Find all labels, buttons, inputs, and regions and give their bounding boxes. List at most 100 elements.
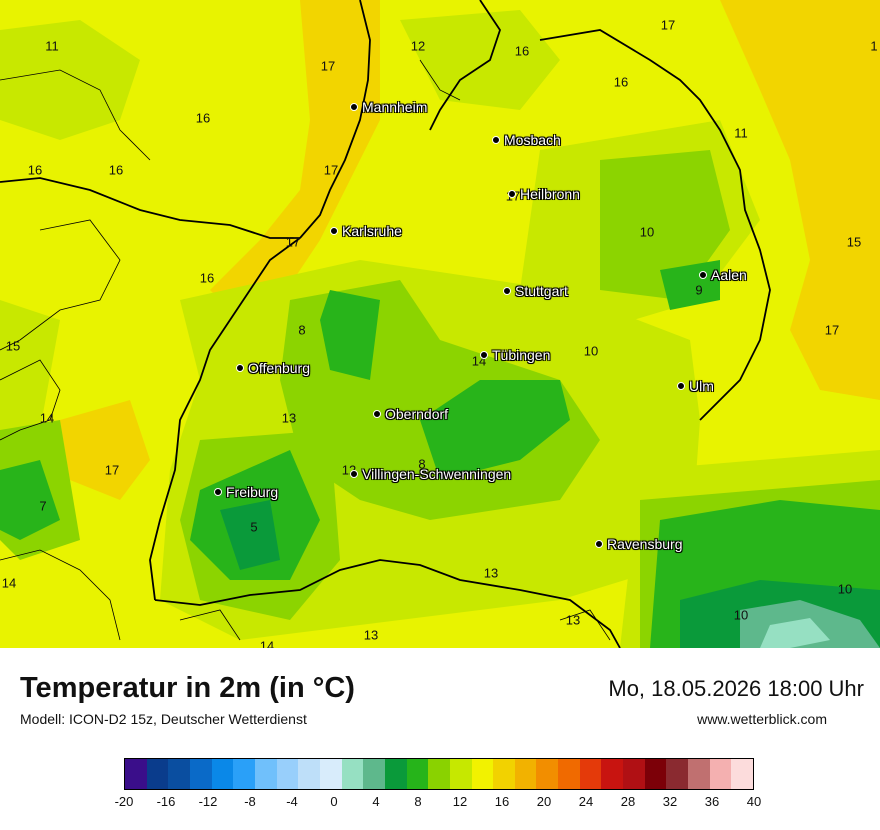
temperature-value: 10 [837, 581, 853, 597]
legend-tick-label: -8 [244, 794, 256, 809]
city-label: Karlsruhe [342, 223, 402, 239]
legend-color-cell [601, 759, 624, 789]
city-label: Tübingen [492, 347, 551, 363]
city-dot-icon [503, 287, 511, 295]
legend-color-cell [493, 759, 515, 789]
temperature-value: 11 [45, 38, 59, 54]
legend-color-cell [125, 759, 147, 789]
temperature-value: 8 [298, 322, 306, 338]
legend-tick-label: 0 [330, 794, 338, 809]
city-dot-icon [350, 103, 358, 111]
city-label: Mosbach [504, 132, 561, 148]
legend-color-cell [406, 759, 429, 789]
city-label: Villingen-Schwenningen [362, 466, 512, 482]
city-dot-icon [677, 382, 685, 390]
legend-color-cell [168, 759, 190, 789]
legend-tick-label: 20 [536, 794, 552, 809]
city-label: Freiburg [226, 484, 279, 500]
website-link[interactable]: www.wetterblick.com [697, 711, 827, 727]
legend-color-cell [471, 759, 494, 789]
legend-color-cell [731, 759, 754, 789]
city-dot-icon [373, 410, 381, 418]
city-dot-icon [330, 227, 338, 235]
legend-tick-label: 4 [372, 794, 380, 809]
legend-tick-label: -4 [286, 794, 298, 809]
city-freiburg: Freiburg [214, 484, 278, 500]
legend-color-cell [449, 759, 472, 789]
temperature-value: 13 [483, 565, 499, 581]
temperature-value: 5 [250, 519, 258, 535]
city-dot-icon [595, 540, 603, 548]
legend-color-cell [276, 759, 299, 789]
legend-color-cell [254, 759, 277, 789]
city-oberndorf: Oberndorf [373, 406, 448, 422]
temperature-value: 13 [363, 627, 379, 643]
temperature-value: 7 [39, 498, 47, 514]
city-dot-icon [508, 190, 516, 198]
temperature-value: 16 [514, 43, 530, 59]
legend-color-cell [298, 759, 320, 789]
city-dot-icon [236, 364, 244, 372]
legend-tick-label: 12 [452, 794, 468, 809]
legend-color-cell [363, 759, 385, 789]
city-label: Heilbronn [520, 186, 580, 202]
temperature-value: 16 [108, 162, 124, 178]
legend-color-cell [558, 759, 580, 789]
temperature-value: 15 [846, 234, 862, 250]
legend-color-cell [709, 759, 732, 789]
legend-tick-label: 32 [662, 794, 678, 809]
city-label: Mannheim [362, 99, 428, 115]
legend-color-cell [514, 759, 537, 789]
city-heilbronn: Heilbronn [508, 186, 580, 202]
footer: Temperatur in 2m (in °C) Modell: ICON-D2… [0, 648, 880, 830]
legend-tick-label: -16 [156, 794, 176, 809]
temperature-value: 10 [639, 224, 655, 240]
city-label: Offenburg [248, 360, 311, 376]
color-legend [124, 758, 754, 790]
legend-tick-label: 28 [620, 794, 636, 809]
city-stuttgart: Stuttgart [503, 283, 568, 299]
legend-tick-label: 8 [414, 794, 422, 809]
city-ulm: Ulm [677, 378, 714, 394]
model-info: Modell: ICON-D2 15z, Deutscher Wetterdie… [20, 711, 307, 727]
legend-color-cell [233, 759, 255, 789]
city-dot-icon [492, 136, 500, 144]
city-dot-icon [214, 488, 222, 496]
forecast-datetime: Mo, 18.05.2026 18:00 Uhr [608, 676, 864, 701]
temperature-value: 14 [259, 638, 275, 649]
city-label: Ulm [689, 378, 714, 394]
temperature-value: 13 [281, 410, 297, 426]
legend-color-cell [644, 759, 667, 789]
legend-color-cell [688, 759, 710, 789]
legend-color-cell [579, 759, 602, 789]
temperature-value: 15 [5, 338, 21, 354]
temperature-value: 17 [104, 462, 120, 478]
city-label: Stuttgart [515, 283, 568, 299]
temperature-map: 11 12 16 17 1 17 16 16 11 16 16 17 17 10 17 15 16 9 8 15 17 1… [0, 0, 880, 648]
temperature-value: 17 [320, 58, 336, 74]
temperature-value: 16 [613, 74, 629, 90]
temperature-value: 13 [565, 612, 581, 628]
temperature-value: 10 [733, 607, 749, 623]
city-karlsruhe: Karlsruhe [330, 223, 402, 239]
legend-color-cell [384, 759, 407, 789]
city-villingen-schwenningen: Villingen-Schwenningen [350, 466, 511, 482]
temperature-value: 17 [660, 17, 676, 33]
legend-tick-label: 40 [746, 794, 762, 809]
legend-color-cell [666, 759, 689, 789]
legend-color-cell [536, 759, 559, 789]
legend-color-cell [319, 759, 342, 789]
temperature-value: 9 [695, 282, 703, 298]
city-dot-icon [480, 351, 488, 359]
legend-tick-label: -20 [114, 794, 134, 809]
city-dot-icon [350, 470, 358, 478]
legend-color-cell [211, 759, 234, 789]
legend-color-cell [341, 759, 364, 789]
temperature-value: 17 [824, 322, 840, 338]
legend-tick-label: 24 [578, 794, 594, 809]
temperature-value: 17 [285, 234, 301, 250]
map-background [0, 0, 880, 648]
temperature-value: 17 [323, 162, 339, 178]
legend-tick-label: 36 [704, 794, 720, 809]
temperature-value: 16 [195, 110, 211, 126]
